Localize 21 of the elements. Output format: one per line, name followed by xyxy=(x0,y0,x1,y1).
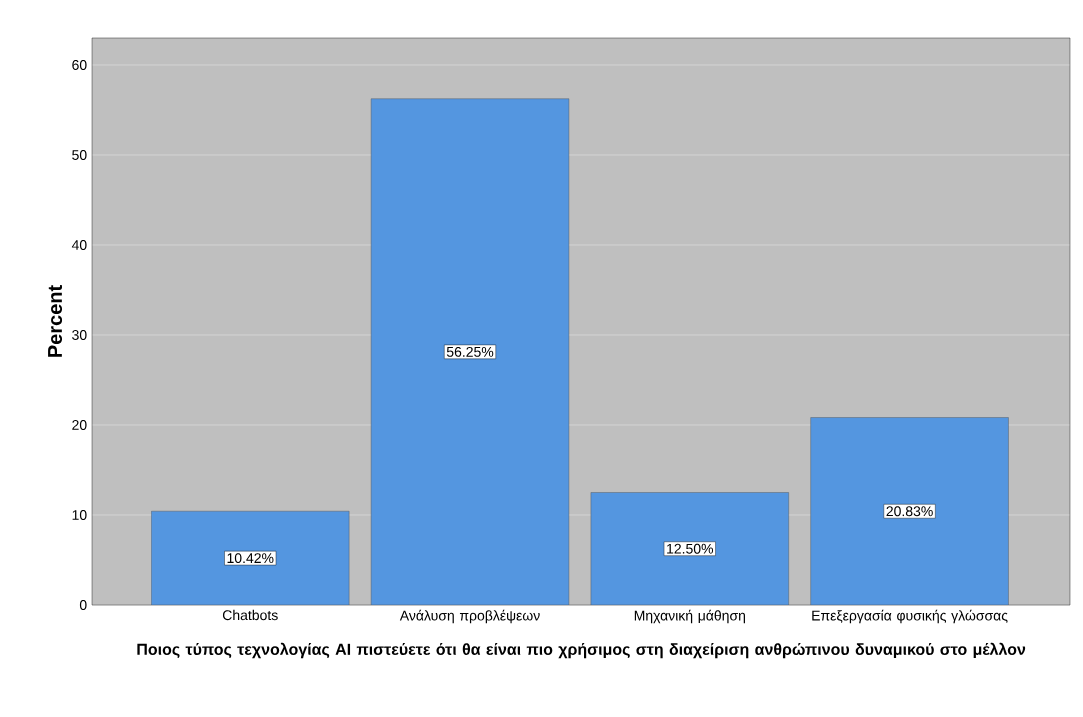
y-tick-label: 30 xyxy=(72,330,87,340)
data-label: 12.50% xyxy=(667,543,714,554)
bar xyxy=(151,511,350,605)
y-tick-label: 10 xyxy=(72,510,87,520)
y-axis-title: Percent xyxy=(48,285,63,357)
x-tick-label: Chatbots xyxy=(222,609,278,621)
data-label: 56.25% xyxy=(446,346,494,357)
y-tick-label: 60 xyxy=(72,60,87,70)
x-axis-title: Ποιος τύπος τεχνολογίας AI πιστεύετε ότι θα είναι πιο χρήσιμος στη διαχείριση ανθρώπινου δυναμικού στο μέλλον xyxy=(137,642,1026,659)
bar xyxy=(370,98,570,605)
data-label: 10.42% xyxy=(227,553,274,564)
x-tick-label: Επεξεργασία φυσικής γλώσσας xyxy=(812,609,1008,624)
y-tick-label: 50 xyxy=(72,150,87,160)
x-tick-label: Ανάλυση προβλέψεων xyxy=(399,609,540,624)
data-label: 20.83% xyxy=(886,506,933,517)
x-tick-label: Μηχανική μάθηση xyxy=(634,609,745,624)
bar xyxy=(810,417,1009,605)
y-tick-label: 0 xyxy=(79,600,87,610)
bar xyxy=(590,492,789,605)
y-tick-label: 40 xyxy=(71,240,87,250)
y-tick-label: 20 xyxy=(72,420,87,430)
